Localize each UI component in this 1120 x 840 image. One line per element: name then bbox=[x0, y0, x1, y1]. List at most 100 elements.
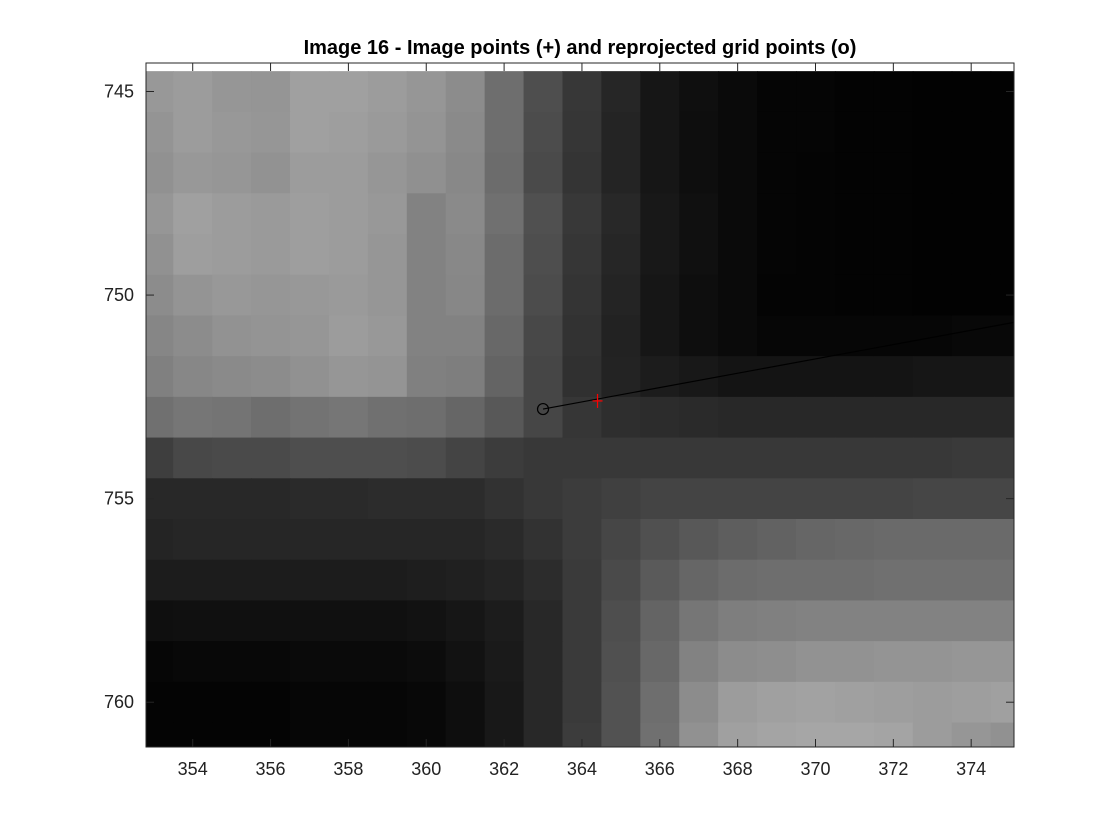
image-pixel bbox=[484, 641, 525, 683]
image-pixel bbox=[990, 193, 1014, 235]
image-pixel bbox=[173, 600, 213, 642]
image-pixel bbox=[562, 193, 602, 235]
image-pixel bbox=[328, 234, 369, 276]
image-pixel bbox=[718, 519, 758, 561]
image-pixel bbox=[601, 722, 641, 747]
image-pixel bbox=[990, 681, 1014, 724]
image-pixel bbox=[328, 519, 369, 561]
image-pixel bbox=[562, 152, 602, 194]
image-pixel bbox=[328, 71, 369, 113]
image-pixel bbox=[640, 396, 680, 439]
image-pixel bbox=[757, 111, 797, 154]
image-pixel bbox=[367, 559, 408, 602]
image-pixel bbox=[523, 681, 564, 724]
image-pixel bbox=[757, 478, 797, 520]
image-pixel bbox=[212, 559, 252, 602]
image-pixel bbox=[951, 641, 992, 683]
image-pixel bbox=[523, 193, 564, 235]
image-pixel bbox=[562, 600, 602, 642]
image-pixel bbox=[834, 356, 875, 398]
image-pixel bbox=[290, 234, 330, 276]
image-pixel bbox=[679, 234, 719, 276]
image-pixel bbox=[367, 641, 408, 683]
image-pixel bbox=[367, 315, 408, 357]
image-pixel bbox=[834, 681, 875, 724]
image-pixel bbox=[951, 437, 992, 479]
image-pixel bbox=[251, 641, 291, 683]
image-pixel bbox=[146, 519, 174, 561]
image-pixel bbox=[796, 71, 836, 113]
image-pixel bbox=[912, 722, 953, 747]
image-pixel bbox=[601, 274, 641, 317]
image-pixel bbox=[445, 437, 486, 479]
image-pixel bbox=[834, 437, 875, 479]
x-axis: 354 356 358 360 362 364 366 368 370 372 374 bbox=[178, 63, 986, 779]
x-tick-label: 368 bbox=[723, 759, 753, 779]
image-pixel bbox=[251, 478, 291, 520]
image-pixel bbox=[484, 111, 525, 154]
image-pixel bbox=[146, 437, 174, 479]
image-pixel bbox=[484, 193, 525, 235]
image-pixel bbox=[445, 234, 486, 276]
image-pixel bbox=[484, 519, 525, 561]
image-pixel bbox=[562, 356, 602, 398]
image-pixel bbox=[146, 152, 174, 194]
image-pixel bbox=[757, 274, 797, 317]
image-pixel bbox=[406, 559, 447, 602]
image-pixel bbox=[951, 356, 992, 398]
image-pixel bbox=[601, 396, 641, 439]
image-pixel bbox=[757, 234, 797, 276]
image-pixel bbox=[640, 111, 680, 154]
y-tick-label: 750 bbox=[104, 285, 134, 305]
image-pixel bbox=[484, 437, 525, 479]
image-pixel bbox=[951, 600, 992, 642]
image-pixel bbox=[484, 315, 525, 357]
image-pixel bbox=[718, 71, 758, 113]
image-pixel bbox=[523, 559, 564, 602]
image-pixel bbox=[367, 193, 408, 235]
image-pixel bbox=[990, 396, 1014, 439]
image-pixel bbox=[990, 437, 1014, 479]
image-pixel bbox=[679, 274, 719, 317]
image-pixel bbox=[912, 437, 953, 479]
image-pixel bbox=[251, 559, 291, 602]
image-pixel bbox=[523, 234, 564, 276]
image-pixel bbox=[146, 600, 174, 642]
image-pixel bbox=[328, 600, 369, 642]
image-pixel bbox=[601, 111, 641, 154]
image-pixel bbox=[873, 315, 914, 357]
image-pixel bbox=[718, 396, 758, 439]
image-pixel bbox=[406, 274, 447, 317]
x-tick-label: 362 bbox=[489, 759, 519, 779]
image-pixel bbox=[873, 559, 914, 602]
image-pixel bbox=[367, 152, 408, 194]
x-tick-label: 370 bbox=[800, 759, 830, 779]
image-pixel bbox=[990, 519, 1014, 561]
image-pixel bbox=[290, 152, 330, 194]
image-pixel bbox=[796, 356, 836, 398]
image-pixel bbox=[990, 234, 1014, 276]
image-pixel bbox=[834, 234, 875, 276]
image-pixel bbox=[445, 722, 486, 747]
image-pixel bbox=[523, 274, 564, 317]
y-tick-label: 760 bbox=[104, 692, 134, 712]
image-pixel bbox=[367, 478, 408, 520]
image-pixel bbox=[990, 111, 1014, 154]
image-pixel bbox=[757, 681, 797, 724]
x-tick-label: 356 bbox=[256, 759, 286, 779]
image-pixel bbox=[718, 641, 758, 683]
image-pixel bbox=[406, 478, 447, 520]
image-pixel bbox=[406, 315, 447, 357]
image-pixel bbox=[757, 641, 797, 683]
image-pixel bbox=[951, 478, 992, 520]
image-pixel bbox=[757, 722, 797, 747]
image-pixel bbox=[873, 111, 914, 154]
image-pixel bbox=[146, 234, 174, 276]
image-pixel bbox=[445, 681, 486, 724]
image-pixel bbox=[173, 152, 213, 194]
image-pixel bbox=[290, 559, 330, 602]
image-pixel bbox=[173, 193, 213, 235]
image-pixel bbox=[912, 600, 953, 642]
image-pixel bbox=[212, 234, 252, 276]
image-pixel bbox=[212, 722, 252, 747]
